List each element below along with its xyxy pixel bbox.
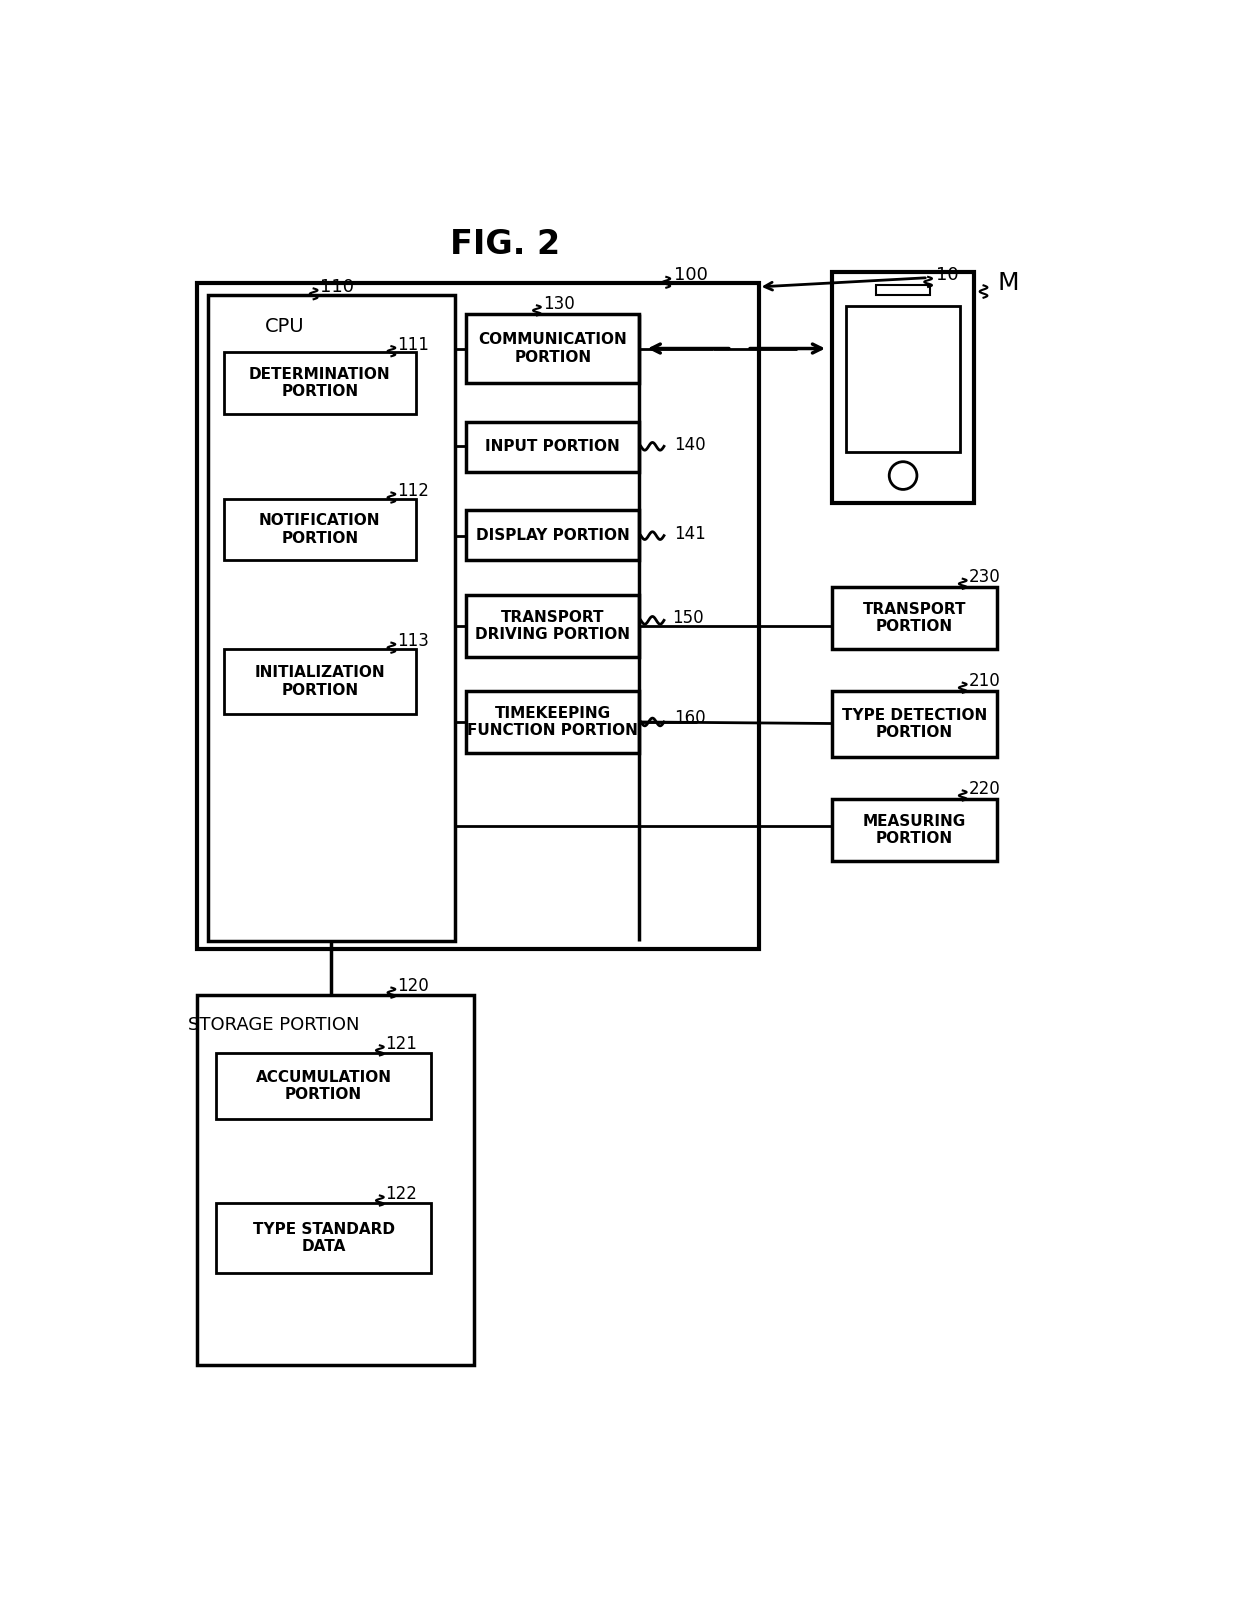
Text: 122: 122 <box>386 1185 417 1203</box>
Bar <box>832 799 997 861</box>
Text: 111: 111 <box>397 336 429 353</box>
Text: MEASURING
PORTION: MEASURING PORTION <box>863 814 966 846</box>
Bar <box>466 511 640 561</box>
Text: TYPE DETECTION
PORTION: TYPE DETECTION PORTION <box>842 708 987 741</box>
Bar <box>466 421 640 472</box>
Bar <box>208 295 455 942</box>
Text: INITIALIZATION
PORTION: INITIALIZATION PORTION <box>254 665 386 697</box>
Text: 150: 150 <box>672 609 703 627</box>
Text: STORAGE PORTION: STORAGE PORTION <box>187 1016 360 1034</box>
Bar <box>197 284 759 950</box>
Text: ACCUMULATION
PORTION: ACCUMULATION PORTION <box>255 1070 392 1102</box>
Bar <box>466 691 640 752</box>
Text: TRANSPORT
DRIVING PORTION: TRANSPORT DRIVING PORTION <box>475 609 630 642</box>
Bar <box>216 1054 432 1118</box>
Text: TRANSPORT
PORTION: TRANSPORT PORTION <box>863 601 966 634</box>
Bar <box>832 587 997 648</box>
Text: 210: 210 <box>968 673 1001 691</box>
Bar <box>877 285 930 295</box>
Text: 140: 140 <box>675 436 706 454</box>
Bar <box>197 995 474 1365</box>
Text: COMMUNICATION
PORTION: COMMUNICATION PORTION <box>479 332 627 365</box>
Text: 10: 10 <box>936 266 959 284</box>
Text: TYPE STANDARD
DATA: TYPE STANDARD DATA <box>253 1222 394 1255</box>
Text: FIG. 2: FIG. 2 <box>450 229 559 261</box>
Text: INPUT PORTION: INPUT PORTION <box>485 439 620 454</box>
Text: 110: 110 <box>320 277 353 297</box>
Text: 220: 220 <box>968 780 1001 798</box>
Text: 130: 130 <box>543 295 575 313</box>
Text: 113: 113 <box>397 632 429 650</box>
Bar <box>223 648 417 715</box>
Bar <box>466 595 640 657</box>
Text: TIMEKEEPING
FUNCTION PORTION: TIMEKEEPING FUNCTION PORTION <box>467 705 639 738</box>
Text: 121: 121 <box>386 1034 417 1052</box>
Text: M: M <box>997 271 1019 295</box>
Bar <box>832 272 975 503</box>
Text: 120: 120 <box>397 977 429 995</box>
Text: DISPLAY PORTION: DISPLAY PORTION <box>476 528 630 543</box>
Text: CPU: CPU <box>265 318 305 337</box>
Bar <box>832 691 997 757</box>
Bar <box>846 306 961 452</box>
Text: DETERMINATION
PORTION: DETERMINATION PORTION <box>249 366 391 399</box>
Text: 141: 141 <box>675 525 706 543</box>
Bar <box>466 314 640 383</box>
Text: 160: 160 <box>675 708 706 728</box>
Text: 112: 112 <box>397 481 429 499</box>
Text: 230: 230 <box>968 569 1001 587</box>
Bar <box>223 352 417 413</box>
Text: 100: 100 <box>675 266 708 284</box>
Bar <box>223 499 417 561</box>
Text: NOTIFICATION
PORTION: NOTIFICATION PORTION <box>259 514 381 546</box>
Bar <box>216 1203 432 1272</box>
